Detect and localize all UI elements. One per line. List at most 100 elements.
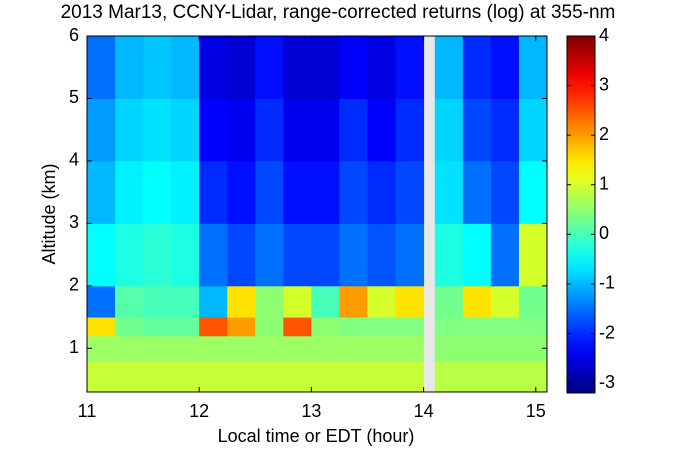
heatmap-cell — [115, 98, 144, 162]
heatmap-cell — [490, 98, 520, 162]
heatmap-cell — [434, 360, 464, 393]
heatmap-cell — [255, 160, 284, 224]
colorbar-tick-label: -1 — [599, 273, 615, 293]
heatmap-cell — [171, 160, 200, 224]
x-tick-label: 15 — [526, 401, 546, 421]
heatmap-cell — [115, 285, 144, 318]
heatmap-cell — [311, 285, 340, 318]
heatmap-cell — [283, 335, 312, 362]
heatmap-cell — [395, 98, 425, 162]
heatmap-cell — [87, 223, 116, 287]
heatmap-cell — [115, 360, 144, 393]
heatmap-cell — [115, 36, 144, 99]
heatmap-cell — [87, 360, 116, 393]
heatmap-cell — [283, 98, 312, 162]
heatmap-cell — [490, 223, 520, 287]
y-tick-label: 5 — [69, 87, 79, 107]
heatmap-cell — [490, 36, 520, 99]
heatmap-cell — [115, 335, 144, 362]
heatmap-cell — [311, 360, 340, 393]
chart-title: 2013 Mar13, CCNY-Lidar, range-corrected … — [61, 2, 616, 23]
heatmap-cell — [143, 98, 172, 162]
heatmap-cell — [367, 285, 397, 318]
y-tick-label: 2 — [69, 275, 79, 295]
y-tick-label: 3 — [69, 212, 79, 232]
heatmap-cell — [199, 335, 228, 362]
heatmap-cell — [367, 223, 397, 287]
heatmap-cell — [490, 360, 520, 393]
heatmap-cell — [255, 285, 284, 318]
heatmap-cell — [255, 223, 284, 287]
heatmap-cell — [143, 285, 172, 318]
x-tick-label: 13 — [301, 401, 321, 421]
heatmap-cell — [199, 360, 228, 393]
y-tick-label: 4 — [69, 150, 79, 170]
heatmap-cell — [171, 36, 200, 99]
heatmap-cell — [339, 285, 368, 318]
heatmap-cell — [199, 98, 228, 162]
heatmap-cell — [339, 360, 368, 393]
heatmap-cell — [462, 98, 492, 162]
colorbar-tick-label: -2 — [599, 322, 615, 342]
heatmap-cell — [311, 335, 340, 362]
heatmap-cell — [143, 36, 172, 99]
heatmap-cell — [227, 317, 256, 337]
heatmap-cell — [518, 36, 548, 99]
heatmap-cell — [462, 360, 492, 393]
heatmap-cell — [171, 360, 200, 393]
colorbar-tick-label: -3 — [599, 372, 615, 392]
heatmap-cell — [171, 223, 200, 287]
heatmap-cell — [367, 335, 397, 362]
heatmap-cell — [227, 360, 256, 393]
heatmap-cell — [518, 160, 548, 224]
heatmap-cell — [518, 360, 548, 393]
heatmap-cell — [255, 317, 284, 337]
heatmap-cell — [143, 317, 172, 337]
heatmap-cell — [367, 98, 397, 162]
heatmap-cell — [255, 36, 284, 99]
colorbar-tick-label: 3 — [599, 74, 609, 94]
heatmap-cell — [395, 360, 425, 393]
heatmap-cell — [115, 223, 144, 287]
colorbar-tick-label: 2 — [599, 124, 609, 144]
heatmap-cell — [227, 36, 256, 99]
heatmap-cell — [171, 317, 200, 337]
heatmap-cell — [87, 285, 116, 318]
heatmap-cell — [339, 160, 368, 224]
heatmap-cell — [143, 335, 172, 362]
heatmap-cell — [395, 335, 425, 362]
heatmap-cell — [462, 160, 492, 224]
heatmap-cell — [395, 317, 425, 337]
heatmap-cell — [339, 223, 368, 287]
x-tick-label: 12 — [189, 401, 209, 421]
heatmap-cell — [518, 223, 548, 287]
heatmap-cell — [339, 317, 368, 337]
heatmap-cell — [171, 335, 200, 362]
heatmap-cell — [462, 335, 492, 362]
heatmap-cell — [367, 317, 397, 337]
heatmap-cell — [518, 285, 548, 318]
heatmap-cell — [87, 36, 116, 99]
heatmap-cell — [199, 160, 228, 224]
heatmap-cell — [367, 36, 397, 99]
heatmap-cell — [490, 285, 520, 318]
heatmap-cell — [87, 160, 116, 224]
heatmap-cell — [115, 317, 144, 337]
heatmap-cell — [434, 317, 464, 337]
heatmap-cell — [255, 98, 284, 162]
heatmap-cell — [462, 317, 492, 337]
heatmap-cell — [518, 317, 548, 337]
heatmap-cell — [395, 285, 425, 318]
heatmap-cell — [171, 98, 200, 162]
heatmap-cell — [283, 317, 312, 337]
heatmap-cell — [143, 223, 172, 287]
heatmap-cell — [199, 36, 228, 99]
heatmap-cell — [199, 317, 228, 337]
x-tick-label: 11 — [78, 401, 97, 421]
x-tick-label: 14 — [414, 401, 434, 421]
heatmap-cell — [143, 360, 172, 393]
heatmap-cell — [434, 285, 464, 318]
x-axis-label: Local time or EDT (hour) — [218, 426, 415, 446]
heatmap-cell — [462, 36, 492, 99]
